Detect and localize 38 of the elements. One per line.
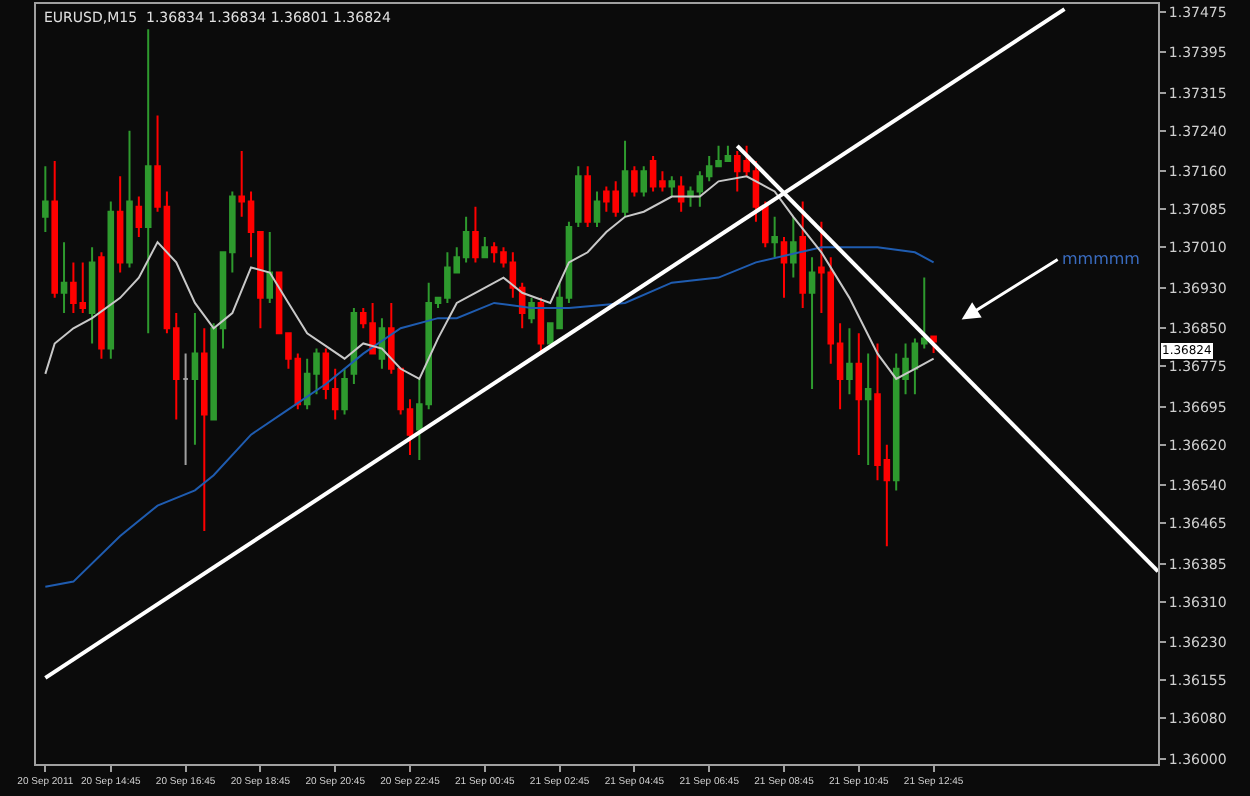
candlestick bbox=[116, 175, 124, 274]
candlestick bbox=[799, 200, 806, 309]
candlestick bbox=[780, 236, 788, 299]
candlestick bbox=[621, 139, 629, 218]
candlestick bbox=[640, 165, 648, 198]
candlestick bbox=[472, 205, 479, 264]
candlestick bbox=[790, 215, 797, 279]
candlestick bbox=[51, 160, 58, 299]
candlestick bbox=[771, 215, 778, 259]
candlestick bbox=[341, 367, 348, 416]
candlestick bbox=[668, 175, 676, 198]
candlestick bbox=[631, 165, 638, 198]
candlestick bbox=[575, 165, 582, 228]
candlestick bbox=[88, 246, 96, 345]
candlestick bbox=[481, 236, 489, 259]
candlestick bbox=[855, 332, 863, 456]
candlestick bbox=[677, 175, 685, 213]
line-series bbox=[44, 175, 935, 380]
line-series bbox=[44, 246, 935, 588]
candlestick bbox=[201, 327, 208, 532]
candlestick bbox=[593, 190, 601, 228]
candlestick bbox=[846, 327, 853, 396]
candlestick bbox=[584, 165, 591, 228]
candlestick bbox=[107, 200, 115, 360]
candlestick bbox=[191, 312, 199, 446]
candlestick bbox=[864, 352, 872, 467]
candlestick bbox=[42, 165, 49, 233]
candlestick bbox=[144, 28, 152, 335]
annotation: mmmmm bbox=[1062, 250, 1141, 268]
candlestick bbox=[182, 352, 189, 467]
candlestick bbox=[135, 195, 143, 239]
candlestick bbox=[126, 129, 133, 269]
candlestick bbox=[930, 335, 937, 355]
candlestick bbox=[98, 251, 105, 360]
candlestick bbox=[266, 231, 274, 304]
candlestick bbox=[528, 296, 535, 325]
candlestick bbox=[808, 256, 816, 391]
candlestick bbox=[60, 241, 68, 315]
